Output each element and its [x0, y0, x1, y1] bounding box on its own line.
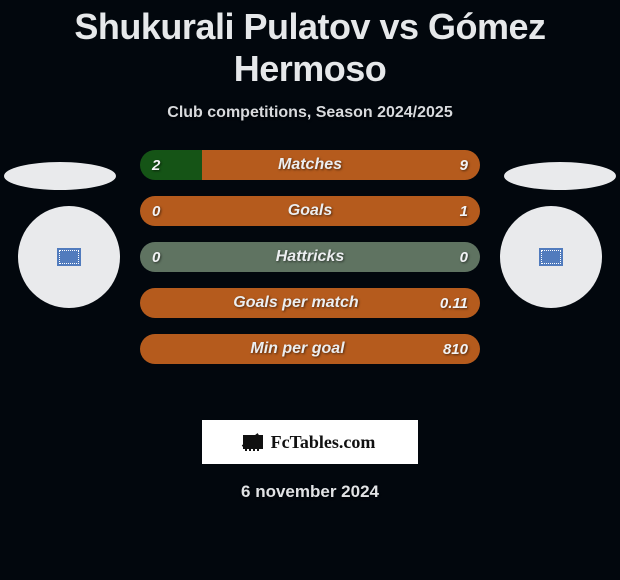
- player-left-avatar: [18, 206, 120, 308]
- stat-left-value: 0: [152, 203, 160, 220]
- stat-left-value: 2: [152, 157, 160, 174]
- brand-text: FcTables.com: [271, 432, 376, 453]
- stat-right-value: 0.11: [440, 295, 468, 312]
- player-right-flag-icon: [541, 250, 561, 264]
- stat-right-value: 9: [460, 157, 468, 174]
- date-label: 6 november 2024: [0, 482, 620, 502]
- player-right-avatar: [500, 206, 602, 308]
- stat-label: Matches: [160, 156, 459, 174]
- player-left-club-badge: [4, 162, 116, 190]
- player-right-club-badge: [504, 162, 616, 190]
- stat-label: Hattricks: [160, 248, 459, 266]
- brand-label: FcTables.com: [245, 432, 376, 453]
- stat-bar: 0Goals1: [140, 196, 480, 226]
- stat-right-value: 810: [443, 341, 468, 358]
- player-left-flag-icon: [59, 250, 79, 264]
- stat-label: Goals per match: [152, 294, 440, 312]
- stat-label: Min per goal: [152, 340, 443, 358]
- stat-right-value: 0: [460, 249, 468, 266]
- stat-bar: 2Matches9: [140, 150, 480, 180]
- stat-bars: 2Matches90Goals10Hattricks0Goals per mat…: [140, 150, 480, 380]
- brand-box: FcTables.com: [202, 420, 418, 464]
- stat-bar: 0Hattricks0: [140, 242, 480, 272]
- page-title: Shukurali Pulatov vs Gómez Hermoso: [0, 0, 620, 90]
- stat-left-value: 0: [152, 249, 160, 266]
- brand-chart-icon: [245, 433, 267, 451]
- comparison-stage: 2Matches90Goals10Hattricks0Goals per mat…: [0, 150, 620, 410]
- subtitle: Club competitions, Season 2024/2025: [0, 104, 620, 122]
- stat-bar: Min per goal810: [140, 334, 480, 364]
- stat-right-value: 1: [460, 203, 468, 220]
- stat-label: Goals: [160, 202, 459, 220]
- stat-bar: Goals per match0.11: [140, 288, 480, 318]
